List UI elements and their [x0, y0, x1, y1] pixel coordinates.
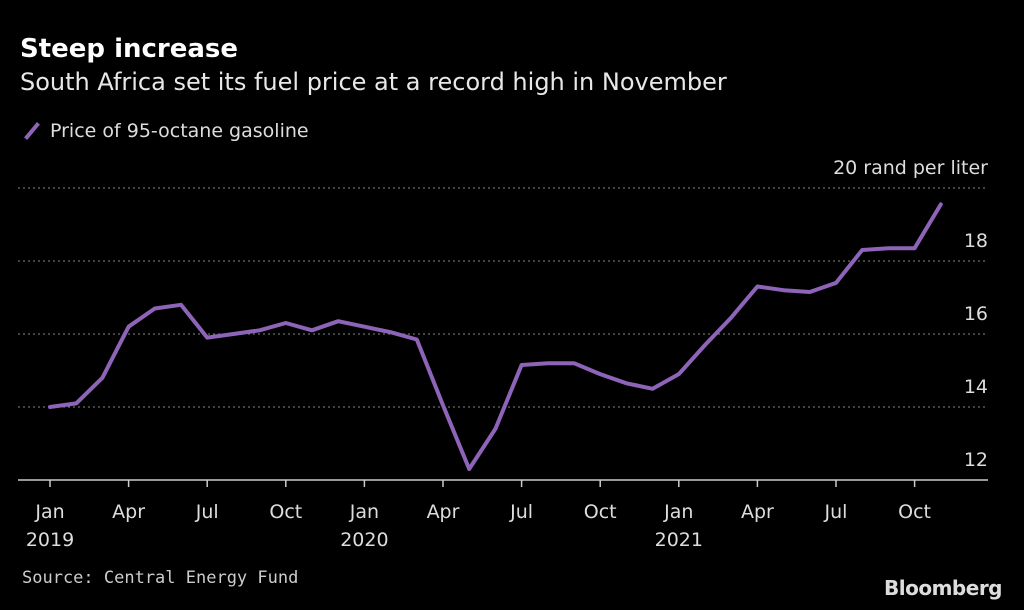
x-tick-label: Jan — [349, 501, 379, 523]
y-axis-label: 20 rand per liter — [833, 157, 988, 179]
source-note: Source: Central Energy Fund — [22, 568, 299, 588]
chart-title: Steep increase — [20, 34, 239, 64]
x-tick-label: Jul — [509, 501, 533, 523]
x-tick-label: Jul — [195, 501, 219, 523]
x-tick-year-label: 2020 — [340, 529, 388, 551]
x-tick-label: Jan — [663, 501, 693, 523]
x-tick-label: Oct — [269, 501, 302, 523]
y-tick-label: 18 — [964, 230, 988, 252]
legend-label: Price of 95-octane gasoline — [50, 120, 309, 142]
x-tick-label: Jul — [824, 501, 848, 523]
y-tick-label: 16 — [964, 303, 988, 325]
x-tick-year-label: 2021 — [655, 529, 703, 551]
x-tick-year-label: 2019 — [26, 529, 74, 551]
x-tick-label: Apr — [112, 501, 145, 523]
y-tick-label: 12 — [964, 449, 988, 471]
price-series-line — [48, 202, 943, 471]
chart-subtitle: South Africa set its fuel price at a rec… — [20, 68, 727, 96]
x-tick-label: Jan — [34, 501, 64, 523]
x-tick-label: Oct — [898, 501, 931, 523]
legend: Price of 95-octane gasoline — [22, 120, 309, 142]
x-tick-label: Apr — [741, 501, 774, 523]
bloomberg-logo: Bloomberg — [884, 576, 1002, 600]
y-tick-label: 14 — [964, 376, 988, 398]
x-tick-label: Apr — [427, 501, 460, 523]
x-tick-label: Oct — [584, 501, 617, 523]
